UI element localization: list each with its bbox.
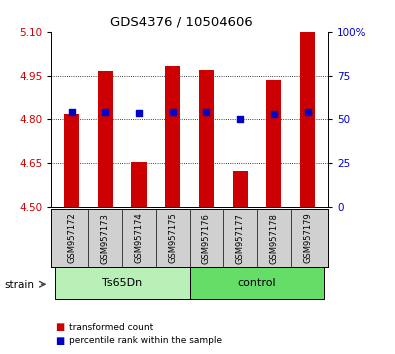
Bar [98,71,113,207]
Text: strain: strain [4,280,34,290]
Text: GSM957175: GSM957175 [168,213,177,263]
Text: GSM957173: GSM957173 [101,213,110,263]
Text: Ts65Dn: Ts65Dn [102,278,142,288]
Text: GSM957176: GSM957176 [202,213,211,263]
Text: percentile rank within the sample: percentile rank within the sample [69,336,222,345]
Text: ■: ■ [55,322,64,332]
Text: GSM957177: GSM957177 [236,213,245,263]
Bar [165,66,181,207]
Bar [132,162,147,207]
Point [203,109,210,115]
Bar [55,267,190,299]
Bar [300,32,315,207]
Point [169,109,176,115]
Bar [190,267,324,299]
Point [68,109,75,115]
Bar [64,114,79,207]
Text: transformed count: transformed count [69,323,153,332]
Point [237,116,243,121]
Text: GSM957179: GSM957179 [303,213,312,263]
Bar [199,70,214,207]
Point [136,110,142,116]
Text: ■: ■ [55,336,64,346]
Text: GDS4376 / 10504606: GDS4376 / 10504606 [110,16,253,29]
Point [305,109,311,115]
Text: GSM957174: GSM957174 [135,213,143,263]
Text: control: control [238,278,276,288]
Point [102,109,109,115]
Text: GSM957178: GSM957178 [269,213,278,263]
Point [271,112,277,117]
Text: GSM957172: GSM957172 [67,213,76,263]
Bar [266,80,282,207]
Bar [233,171,248,207]
